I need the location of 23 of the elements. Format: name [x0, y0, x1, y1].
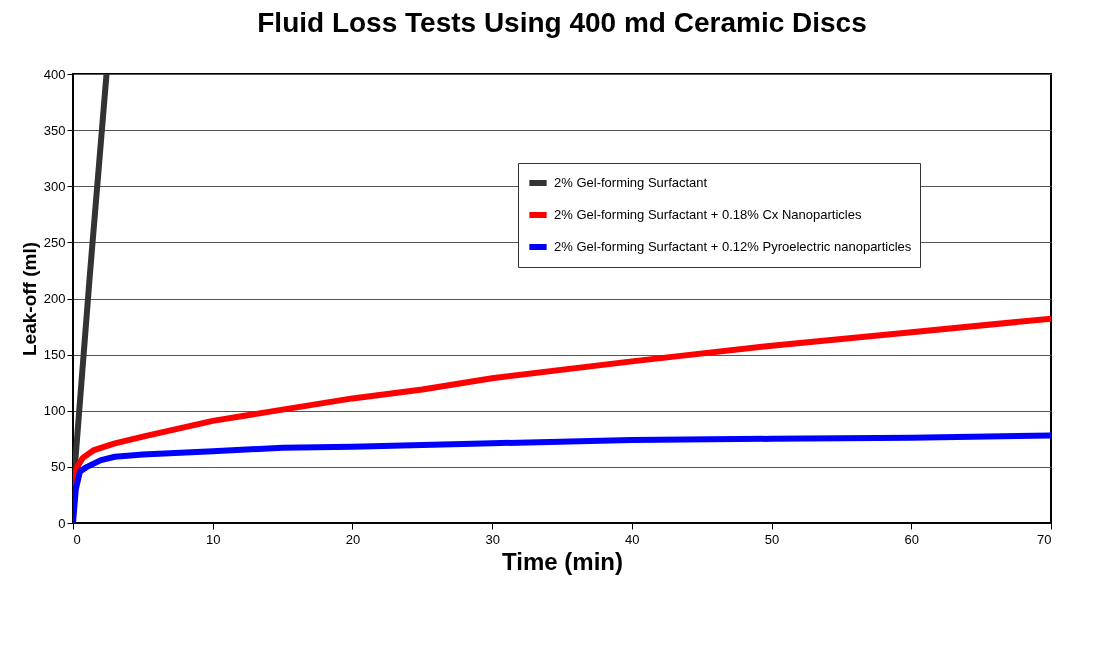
- y-tick-label: 100: [43, 403, 66, 419]
- x-tick-label: 60: [904, 531, 920, 547]
- x-tick-label: 20: [345, 531, 361, 547]
- legend-label: 2% Gel-forming Surfactant + 0.12% Pyroelectric nanoparticles: [554, 239, 912, 254]
- x-tick-label: 70: [1037, 531, 1052, 547]
- x-tick-label: 30: [485, 531, 500, 547]
- y-tick-label: 200: [43, 291, 66, 306]
- chart-title: Fluid Loss Tests Using 400 md Ceramic Discs: [257, 7, 867, 38]
- legend-label: 2% Gel-forming Surfactant: [554, 175, 708, 190]
- x-axis-title: Time (min): [502, 547, 623, 575]
- y-tick-label: 150: [43, 347, 66, 363]
- y-tick-label: 350: [43, 122, 66, 138]
- y-tick-label: 300: [43, 178, 66, 194]
- y-tick-label: 0: [58, 515, 66, 531]
- x-tick-label: 0: [73, 531, 81, 547]
- x-tick-label: 10: [205, 531, 221, 547]
- x-tick-label: 40: [625, 531, 640, 547]
- y-tick-label: 400: [43, 66, 66, 82]
- y-tick-label: 50: [51, 459, 66, 475]
- legend-label: 2% Gel-forming Surfactant + 0.18% Cx Nanoparticles: [554, 207, 862, 222]
- y-axis-title: Leak-off (ml): [18, 242, 40, 356]
- y-tick-label: 250: [43, 234, 66, 250]
- x-tick-label: 50: [764, 531, 780, 547]
